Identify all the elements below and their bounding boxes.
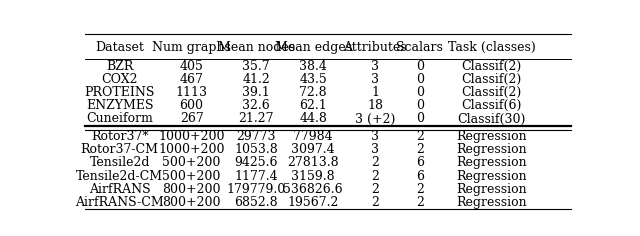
Text: Regression: Regression bbox=[456, 169, 527, 183]
Text: 32.6: 32.6 bbox=[242, 99, 270, 112]
Text: Scalars: Scalars bbox=[396, 41, 443, 54]
Text: 19567.2: 19567.2 bbox=[287, 196, 339, 209]
Text: 1053.8: 1053.8 bbox=[234, 143, 278, 156]
Text: COX2: COX2 bbox=[101, 73, 138, 86]
Text: 43.5: 43.5 bbox=[300, 73, 327, 86]
Text: 2: 2 bbox=[371, 183, 379, 196]
Text: 2: 2 bbox=[371, 156, 379, 169]
Text: 3 (+2): 3 (+2) bbox=[355, 113, 396, 126]
Text: Tensile2d: Tensile2d bbox=[90, 156, 150, 169]
Text: 1000+200: 1000+200 bbox=[158, 130, 225, 143]
Text: 405: 405 bbox=[180, 60, 204, 73]
Text: PROTEINS: PROTEINS bbox=[84, 86, 155, 99]
Text: 500+200: 500+200 bbox=[163, 156, 221, 169]
Text: 6: 6 bbox=[416, 156, 424, 169]
Text: Classif(2): Classif(2) bbox=[461, 73, 522, 86]
Text: 1000+200: 1000+200 bbox=[158, 143, 225, 156]
Text: 6852.8: 6852.8 bbox=[234, 196, 278, 209]
Text: Num graphs: Num graphs bbox=[152, 41, 231, 54]
Text: 2: 2 bbox=[371, 196, 379, 209]
Text: 9425.6: 9425.6 bbox=[234, 156, 278, 169]
Text: Regression: Regression bbox=[456, 143, 527, 156]
Text: Mean nodes: Mean nodes bbox=[218, 41, 294, 54]
Text: 39.1: 39.1 bbox=[242, 86, 270, 99]
Text: 0: 0 bbox=[416, 113, 424, 126]
Text: ENZYMES: ENZYMES bbox=[86, 99, 154, 112]
Text: 0: 0 bbox=[416, 73, 424, 86]
Text: 44.8: 44.8 bbox=[299, 113, 327, 126]
Text: 27813.8: 27813.8 bbox=[287, 156, 339, 169]
Text: 3159.8: 3159.8 bbox=[291, 169, 335, 183]
Text: Cuneiform: Cuneiform bbox=[86, 113, 153, 126]
Text: 29773: 29773 bbox=[236, 130, 276, 143]
Text: 2: 2 bbox=[416, 196, 424, 209]
Text: 2: 2 bbox=[371, 169, 379, 183]
Text: 467: 467 bbox=[180, 73, 204, 86]
Text: 1113: 1113 bbox=[175, 86, 207, 99]
Text: Rotor37-CM: Rotor37-CM bbox=[81, 143, 159, 156]
Text: 179779.0: 179779.0 bbox=[227, 183, 285, 196]
Text: BZR: BZR bbox=[106, 60, 133, 73]
Text: 0: 0 bbox=[416, 60, 424, 73]
Text: 3: 3 bbox=[371, 130, 379, 143]
Text: 1: 1 bbox=[371, 86, 379, 99]
Text: 0: 0 bbox=[416, 99, 424, 112]
Text: Classif(30): Classif(30) bbox=[458, 113, 526, 126]
Text: 77984: 77984 bbox=[293, 130, 333, 143]
Text: Classif(2): Classif(2) bbox=[461, 86, 522, 99]
Text: 21.27: 21.27 bbox=[238, 113, 274, 126]
Text: AirfRANS-CM: AirfRANS-CM bbox=[76, 196, 164, 209]
Text: Attributes: Attributes bbox=[343, 41, 407, 54]
Text: 2: 2 bbox=[416, 130, 424, 143]
Text: 1177.4: 1177.4 bbox=[234, 169, 278, 183]
Text: Regression: Regression bbox=[456, 183, 527, 196]
Text: Task (classes): Task (classes) bbox=[448, 41, 536, 54]
Text: Dataset: Dataset bbox=[95, 41, 144, 54]
Text: Regression: Regression bbox=[456, 156, 527, 169]
Text: 500+200: 500+200 bbox=[163, 169, 221, 183]
Text: Regression: Regression bbox=[456, 196, 527, 209]
Text: 62.1: 62.1 bbox=[300, 99, 327, 112]
Text: Mean edges: Mean edges bbox=[275, 41, 352, 54]
Text: Tensile2d-CM: Tensile2d-CM bbox=[76, 169, 163, 183]
Text: Rotor37*: Rotor37* bbox=[91, 130, 148, 143]
Text: 600: 600 bbox=[180, 99, 204, 112]
Text: 267: 267 bbox=[180, 113, 204, 126]
Text: Regression: Regression bbox=[456, 130, 527, 143]
Text: 2: 2 bbox=[416, 143, 424, 156]
Text: 35.7: 35.7 bbox=[243, 60, 270, 73]
Text: 800+200: 800+200 bbox=[163, 196, 221, 209]
Text: 536826.6: 536826.6 bbox=[284, 183, 343, 196]
Text: 3097.4: 3097.4 bbox=[291, 143, 335, 156]
Text: 41.2: 41.2 bbox=[242, 73, 270, 86]
Text: 800+200: 800+200 bbox=[163, 183, 221, 196]
Text: Classif(2): Classif(2) bbox=[461, 60, 522, 73]
Text: 2: 2 bbox=[416, 183, 424, 196]
Text: 18: 18 bbox=[367, 99, 383, 112]
Text: 3: 3 bbox=[371, 60, 379, 73]
Text: 3: 3 bbox=[371, 73, 379, 86]
Text: 38.4: 38.4 bbox=[299, 60, 327, 73]
Text: 3: 3 bbox=[371, 143, 379, 156]
Text: 72.8: 72.8 bbox=[300, 86, 327, 99]
Text: AirfRANS: AirfRANS bbox=[89, 183, 150, 196]
Text: 0: 0 bbox=[416, 86, 424, 99]
Text: 6: 6 bbox=[416, 169, 424, 183]
Text: Classif(6): Classif(6) bbox=[461, 99, 522, 112]
